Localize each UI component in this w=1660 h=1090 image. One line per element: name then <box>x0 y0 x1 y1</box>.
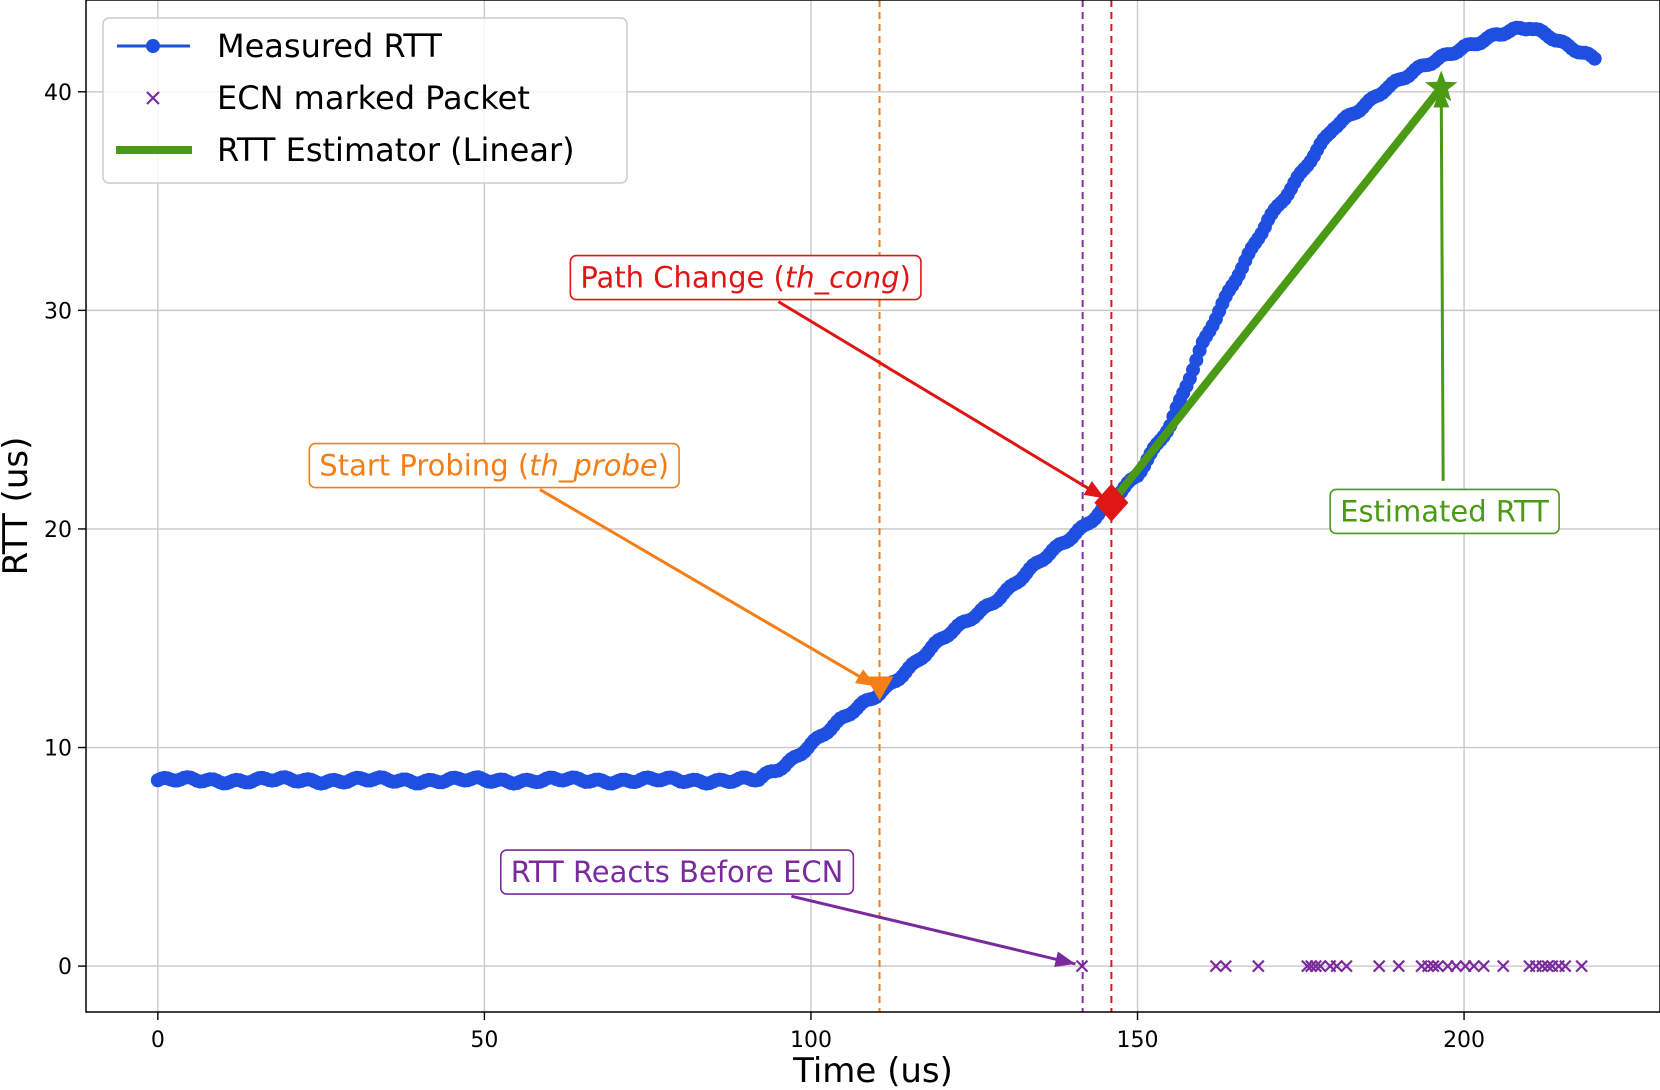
measured-rtt-point <box>1587 51 1602 66</box>
ecn-mark <box>1496 959 1510 973</box>
legend-box <box>102 17 628 184</box>
path-change-diamond-marker <box>1094 483 1129 522</box>
x-tick-label: 50 <box>470 1028 498 1053</box>
x-tick-label: 100 <box>790 1028 832 1053</box>
y-tick-label: 0 <box>58 955 72 980</box>
svg-text:RTT Reacts Before ECN: RTT Reacts Before ECN <box>511 855 844 889</box>
y-tick-label: 20 <box>44 518 72 543</box>
ecn-mark <box>1559 959 1572 973</box>
legend-label: ECN marked Packet <box>217 79 530 117</box>
annotation-arrow-2 <box>1439 87 1445 481</box>
legend-label: RTT Estimator (Linear) <box>217 131 575 169</box>
estimated-rtt-star-marker <box>1425 70 1458 102</box>
ecn-mark <box>1075 959 1089 973</box>
ecn-mark <box>1392 959 1406 973</box>
annotation-arrowhead-1 <box>854 669 877 687</box>
y-tick-label: 10 <box>44 737 72 762</box>
annotation-arrow-1 <box>539 488 878 688</box>
rtt-estimator-line <box>1108 84 1445 506</box>
legend-label: Measured RTT <box>217 27 442 65</box>
ecn-mark <box>1252 959 1265 973</box>
annotation-arrowhead-3 <box>1054 951 1076 968</box>
annotation-label-0: Path Change (th_cong) <box>569 254 922 301</box>
legend: Measured RTT ECN marked Packet RTT Estimat… <box>102 17 628 184</box>
ecn-mark <box>1209 959 1223 973</box>
annotation-arrow-0 <box>777 300 1106 500</box>
ecn-mark <box>1314 959 1327 973</box>
annotation-label-2: Estimated RTT <box>1329 488 1560 535</box>
annotation-arrow-3 <box>791 894 1076 966</box>
axes: 0 50 100 150 200 0 10 20 30 40 <box>44 81 1485 1053</box>
legend-item-0: Measured RTT <box>117 27 442 65</box>
plot-frame <box>85 0 1660 1013</box>
svg-text:Estimated RTT: Estimated RTT <box>1340 494 1549 528</box>
x-tick-label: 0 <box>151 1028 165 1053</box>
x-tick-label: 200 <box>1443 1028 1485 1053</box>
ecn-mark <box>1372 959 1386 973</box>
ecn-mark <box>1541 959 1554 973</box>
ecn-mark <box>1477 959 1490 973</box>
legend-item-2: RTT Estimator (Linear) <box>116 131 575 169</box>
annotation-label-1: Start Probing (th_probe) <box>308 442 680 489</box>
ecn-mark <box>1309 959 1323 973</box>
ecn-mark <box>1219 959 1232 973</box>
annotations: Path Change (th_cong) Start Probing (th_p… <box>308 70 1560 968</box>
svg-text:Start Probing (th_probe): Start Probing (th_probe) <box>319 449 669 483</box>
ecn-mark <box>1536 959 1549 973</box>
ecn-mark <box>1431 959 1445 973</box>
x-tick-label: 150 <box>1117 1028 1159 1053</box>
ecn-mark <box>1427 959 1440 973</box>
annotation-arrowhead-2 <box>1433 87 1450 108</box>
ecn-mark <box>1340 959 1353 973</box>
y-axis-label: RTT (us) <box>0 437 36 576</box>
annotation-label-3: RTT Reacts Before ECN <box>499 849 855 895</box>
legend-swatch-dot <box>146 39 160 53</box>
legend-swatch-x <box>146 91 160 105</box>
y-tick-label: 30 <box>44 299 72 324</box>
ecn-mark <box>1330 959 1343 973</box>
svg-text:Path Change (th_cong): Path Change (th_cong) <box>580 261 911 295</box>
ecn-mark <box>1467 959 1481 973</box>
ecn-mark <box>1449 959 1463 973</box>
grid <box>86 0 1660 1012</box>
series-layer <box>150 20 1602 973</box>
annotation-arrowhead-0 <box>1083 481 1105 499</box>
ecn-mark <box>1421 959 1435 973</box>
x-axis-label: Time (us) <box>792 1051 953 1090</box>
ecn-mark <box>1304 959 1318 973</box>
legend-item-1: ECN marked Packet <box>146 79 530 117</box>
ecn-mark <box>1575 959 1588 973</box>
y-tick-label: 40 <box>44 81 72 106</box>
